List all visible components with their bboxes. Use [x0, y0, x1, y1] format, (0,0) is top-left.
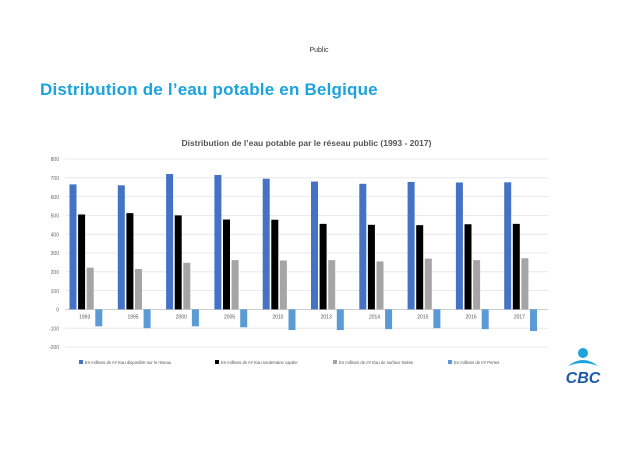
legend-label: En millions de m³ Eau souterraine captée [221, 360, 298, 365]
slide-title: Distribution de l’eau potable en Belgiqu… [40, 80, 378, 99]
x-tick-label: 1995 [127, 314, 138, 320]
y-tick-label: 400 [51, 232, 60, 238]
bar [433, 309, 441, 329]
bar [521, 258, 529, 310]
legend-label: En millions de m³ Eau disponible sur le … [85, 360, 172, 365]
bar [288, 309, 296, 331]
bar [143, 309, 151, 329]
cbc-logo-text: CBC [566, 370, 601, 387]
bar [407, 181, 415, 310]
y-tick-label: 800 [51, 157, 60, 163]
bar [376, 261, 384, 310]
bar [481, 309, 489, 330]
x-tick-label: 2015 [417, 314, 428, 320]
y-tick-label: 500 [51, 214, 60, 220]
x-tick-label: 2005 [224, 314, 235, 320]
bar [86, 267, 94, 310]
bar [69, 184, 77, 310]
y-tick-label: 100 [51, 289, 60, 295]
bar [416, 225, 424, 310]
bar [279, 260, 287, 310]
legend-swatch [215, 360, 219, 364]
x-tick-label: 2014 [369, 314, 380, 320]
chart-container: Distribution de l’eau potable par le rés… [33, 128, 555, 374]
bar [166, 174, 174, 310]
legend-swatch [79, 360, 83, 364]
classification-label: Public [309, 47, 329, 54]
bar [240, 309, 248, 328]
cbc-logo: CBC [566, 348, 601, 387]
y-tick-label: -200 [49, 345, 59, 351]
bar [271, 219, 279, 310]
bar [78, 214, 86, 310]
bar [311, 181, 318, 310]
bar [473, 260, 481, 310]
y-tick-label: 200 [51, 270, 60, 276]
bar [223, 219, 230, 310]
bar [328, 260, 336, 310]
bar [135, 268, 142, 310]
bar [319, 223, 327, 310]
bar [174, 215, 182, 310]
bar [95, 309, 103, 327]
bar [512, 223, 520, 310]
legend-swatch [448, 360, 452, 364]
bar [385, 309, 393, 330]
x-tick-label: 2000 [176, 314, 187, 320]
bars [69, 174, 537, 332]
chart-title: Distribution de l’eau potable par le rés… [182, 138, 432, 148]
bar [262, 178, 270, 310]
x-tick-label: 1993 [79, 314, 90, 320]
bar [530, 309, 537, 332]
bar [117, 185, 125, 310]
bar [214, 174, 222, 310]
y-tick-label: 600 [51, 195, 60, 201]
y-tick-label: 700 [51, 176, 60, 182]
legend-label: En millions de m³ Eau de surface traitée [339, 360, 414, 365]
y-tick-label: -100 [49, 326, 59, 332]
y-tick-label: 0 [56, 308, 59, 314]
x-axis-ticks: 1993 1995 2000 2005 2010 2013 2014 2015 2016 2017 [79, 314, 525, 320]
x-tick-label: 2016 [466, 314, 477, 320]
bar [464, 224, 472, 310]
bar [359, 183, 367, 310]
bar [504, 182, 512, 310]
x-tick-label: 2010 [272, 314, 283, 320]
bar [336, 309, 344, 331]
bar-chart: Distribution de l’eau potable par le rés… [49, 138, 548, 365]
bar [231, 260, 239, 310]
y-tick-label: 300 [51, 251, 60, 257]
bar [126, 213, 134, 310]
bar [455, 182, 463, 310]
x-tick-label: 2017 [514, 314, 525, 320]
bar [424, 258, 432, 310]
bar [367, 224, 375, 310]
legend-swatch [333, 360, 337, 364]
bar [183, 262, 191, 310]
y-axis-ticks: -200 -100 0 100 200 300 400 500 600 700 800 [49, 157, 59, 351]
legend-label: En millions de m³ Pertes [454, 360, 499, 365]
x-tick-label: 2013 [321, 314, 332, 320]
legend: En millions de m³ Eau disponible sur le … [79, 360, 499, 365]
bar [191, 309, 199, 327]
